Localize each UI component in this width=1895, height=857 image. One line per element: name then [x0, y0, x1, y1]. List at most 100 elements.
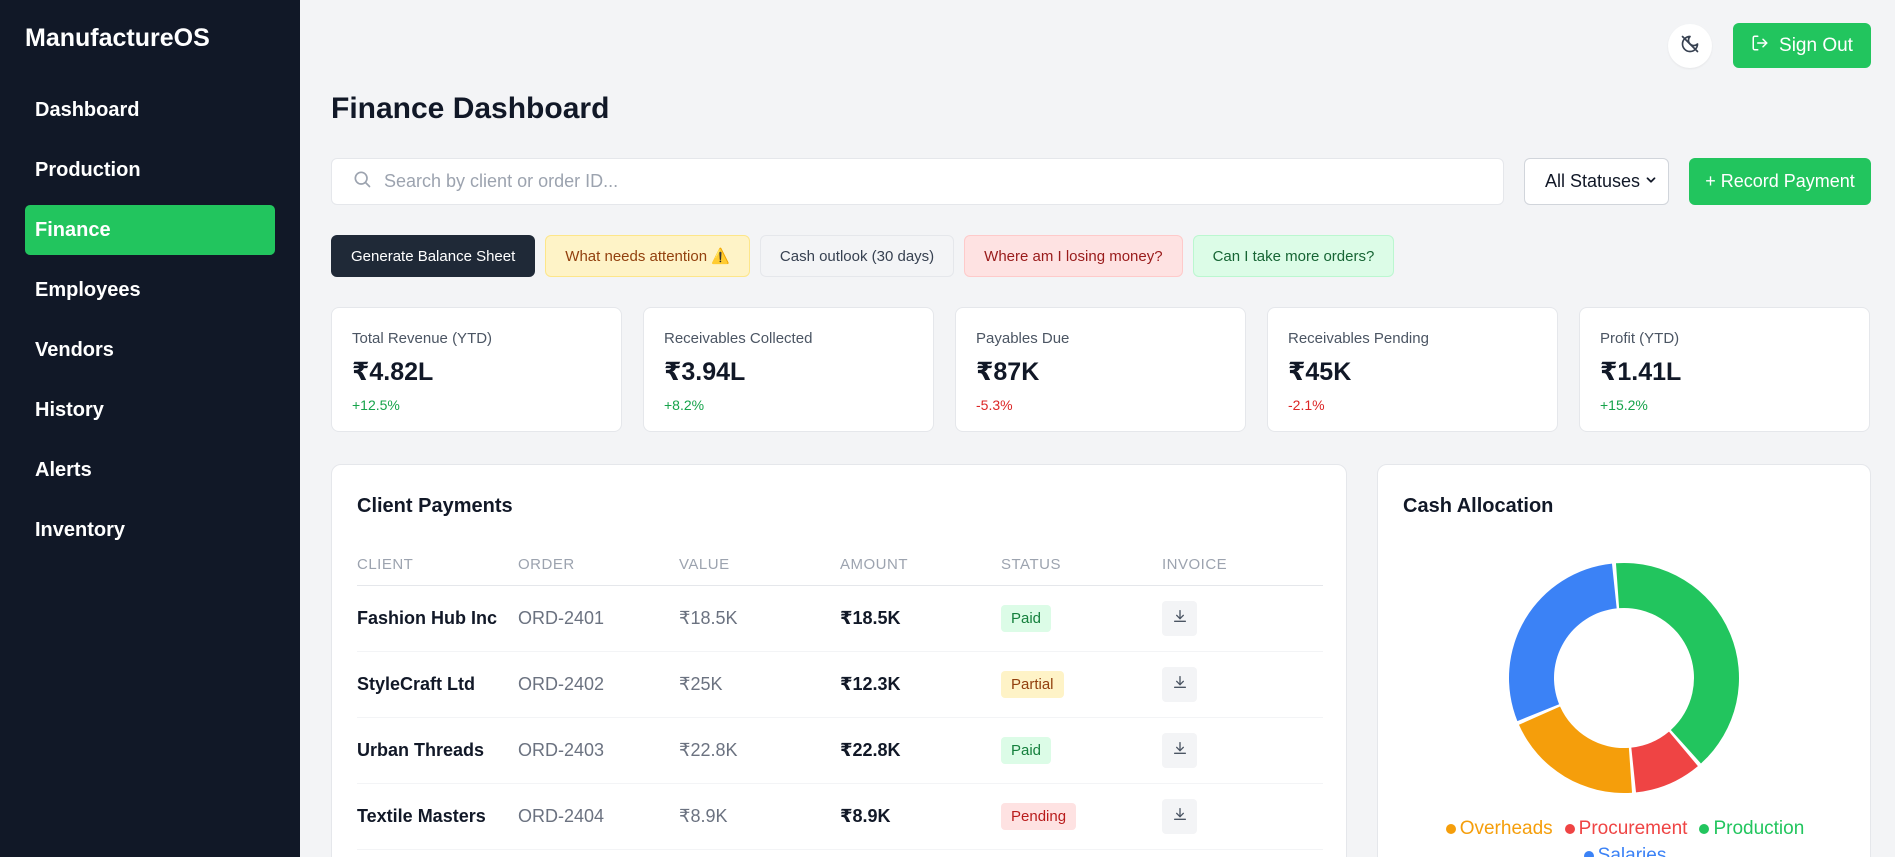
column-header-amount: AMOUNT: [840, 556, 908, 573]
status-badge: Paid: [1001, 737, 1052, 764]
legend-item-production: Production: [1699, 818, 1804, 840]
search-bar: [331, 158, 1504, 205]
page-title: Finance Dashboard: [331, 92, 610, 125]
sidebar-item-inventory[interactable]: Inventory: [35, 519, 126, 541]
legend-item-overheads: Overheads: [1445, 818, 1553, 840]
cell-client: Urban Threads: [357, 740, 485, 760]
stat-value: ₹3.94L: [664, 358, 746, 386]
moon-off-icon: [1680, 34, 1700, 59]
cell-value: ₹8.9K: [679, 806, 728, 826]
stat-change: +8.2%: [664, 397, 705, 413]
needs-attention-button[interactable]: What needs attention ⚠️: [545, 235, 750, 277]
donut-slice-salaries: [1509, 563, 1617, 722]
cell-value: ₹25K: [679, 674, 723, 694]
table-row: Fashion Hub Inc ORD-2401 ₹18.5K ₹18.5K P…: [357, 586, 1323, 652]
search-input[interactable]: [384, 171, 1484, 192]
stat-card-payables-due: Payables Due ₹87K -5.3%: [955, 307, 1246, 432]
table-row: Urban Threads ORD-2403 ₹22.8K ₹22.8K Pai…: [357, 718, 1323, 784]
sidebar-item-finance[interactable]: Finance: [25, 205, 275, 255]
search-icon: [352, 169, 372, 194]
sign-out-button[interactable]: Sign Out: [1733, 23, 1871, 68]
logout-icon: [1751, 34, 1769, 58]
chart-legend: Overheads Procurement Production: [1378, 818, 1872, 840]
stat-label: Payables Due: [976, 330, 1070, 347]
take-more-orders-button[interactable]: Can I take more orders?: [1192, 235, 1395, 277]
stats-row: Total Revenue (YTD) ₹4.82L +12.5% Receiv…: [331, 307, 1870, 432]
download-invoice-button[interactable]: [1162, 601, 1197, 636]
column-header-invoice: INVOICE: [1162, 556, 1228, 573]
cell-value: ₹22.8K: [679, 740, 738, 760]
table-row: Textile Masters ORD-2404 ₹8.9K ₹8.9K Pen…: [357, 784, 1323, 850]
download-invoice-button[interactable]: [1162, 733, 1197, 768]
stat-change: -2.1%: [1288, 397, 1325, 413]
chevron-down-icon: [1644, 171, 1658, 192]
theme-toggle-button[interactable]: [1668, 24, 1712, 68]
quick-actions: Generate Balance Sheet What needs attent…: [331, 235, 1395, 277]
cash-allocation-card: Cash Allocation Overheads Procurement Pr…: [1377, 464, 1871, 857]
stat-card-receivables-collected: Receivables Collected ₹3.94L +8.2%: [643, 307, 934, 432]
column-header-value: VALUE: [679, 556, 730, 573]
download-icon: [1172, 674, 1188, 695]
stat-card-total-revenue: Total Revenue (YTD) ₹4.82L +12.5%: [331, 307, 622, 432]
legend-item-salaries: Salaries: [1583, 845, 1667, 857]
cell-order: ORD-2402: [518, 674, 605, 694]
legend-label: Production: [1713, 818, 1805, 839]
cell-client: StyleCraft Ltd: [357, 674, 476, 694]
chart-legend-row-2: Salaries: [1378, 845, 1872, 857]
cell-amount: ₹12.3K: [840, 674, 901, 694]
stat-value: ₹87K: [976, 358, 1040, 386]
stat-label: Profit (YTD): [1600, 330, 1680, 347]
card-title: Cash Allocation: [1403, 495, 1554, 517]
status-filter-value: All Statuses: [1545, 171, 1641, 191]
cell-amount: ₹22.8K: [840, 740, 901, 760]
losing-money-button[interactable]: Where am I losing money?: [964, 235, 1183, 277]
cell-amount: ₹18.5K: [840, 608, 901, 628]
record-payment-button[interactable]: + Record Payment: [1689, 158, 1871, 205]
download-icon: [1172, 806, 1188, 827]
cell-order: ORD-2401: [518, 608, 605, 628]
stat-change: -5.3%: [976, 397, 1013, 413]
stat-label: Total Revenue (YTD): [352, 330, 493, 347]
table-row: StyleCraft Ltd ORD-2402 ₹25K ₹12.3K Part…: [357, 652, 1323, 718]
stat-label: Receivables Collected: [664, 330, 813, 347]
legend-dot: [1699, 824, 1710, 834]
sidebar-item-alerts[interactable]: Alerts: [35, 459, 92, 481]
sidebar-item-production[interactable]: Production: [35, 159, 141, 181]
donut-slice-production: [1615, 563, 1739, 764]
cell-value: ₹18.5K: [679, 608, 738, 628]
cell-client: Fashion Hub Inc: [357, 608, 498, 628]
generate-balance-sheet-button[interactable]: Generate Balance Sheet: [331, 235, 536, 277]
download-invoice-button[interactable]: [1162, 799, 1197, 834]
legend-label: Overheads: [1459, 818, 1553, 839]
main-content: Sign Out Finance Dashboard All Statuses …: [300, 0, 1895, 857]
sidebar-item-vendors[interactable]: Vendors: [35, 339, 114, 361]
donut-slice-overheads: [1518, 706, 1633, 793]
cash-outlook-button[interactable]: Cash outlook (30 days): [759, 235, 955, 277]
table-header: CLIENT ORDER VALUE AMOUNT STATUS INVOICE: [357, 550, 1323, 586]
column-header-client: CLIENT: [357, 556, 414, 573]
download-icon: [1172, 740, 1188, 761]
stat-value: ₹1.41L: [1600, 358, 1682, 386]
cell-order: ORD-2403: [518, 740, 605, 760]
status-badge: Paid: [1001, 605, 1052, 632]
cash-allocation-donut-chart: [1509, 563, 1739, 793]
download-icon: [1172, 608, 1188, 629]
status-filter-select[interactable]: All Statuses: [1524, 158, 1669, 205]
cell-order: ORD-2404: [518, 806, 605, 826]
table-body: Fashion Hub Inc ORD-2401 ₹18.5K ₹18.5K P…: [357, 586, 1323, 850]
cell-client: Textile Masters: [357, 806, 486, 826]
sidebar-item-dashboard[interactable]: Dashboard: [35, 99, 140, 121]
brand-logo: ManufactureOS: [25, 24, 210, 52]
legend-item-procurement: Procurement: [1564, 818, 1688, 840]
sidebar-nav: Dashboard Production Finance Employees V…: [25, 85, 275, 565]
legend-label: Salaries: [1597, 845, 1667, 857]
cell-amount: ₹8.9K: [840, 806, 891, 826]
stat-change: +12.5%: [352, 397, 400, 413]
sign-out-label: Sign Out: [1779, 34, 1853, 56]
legend-label: Procurement: [1578, 818, 1688, 839]
download-invoice-button[interactable]: [1162, 667, 1197, 702]
stat-card-receivables-pending: Receivables Pending ₹45K -2.1%: [1267, 307, 1558, 432]
sidebar-item-history[interactable]: History: [35, 399, 104, 421]
sidebar-item-employees[interactable]: Employees: [35, 279, 141, 301]
legend-dot: [1583, 851, 1594, 857]
